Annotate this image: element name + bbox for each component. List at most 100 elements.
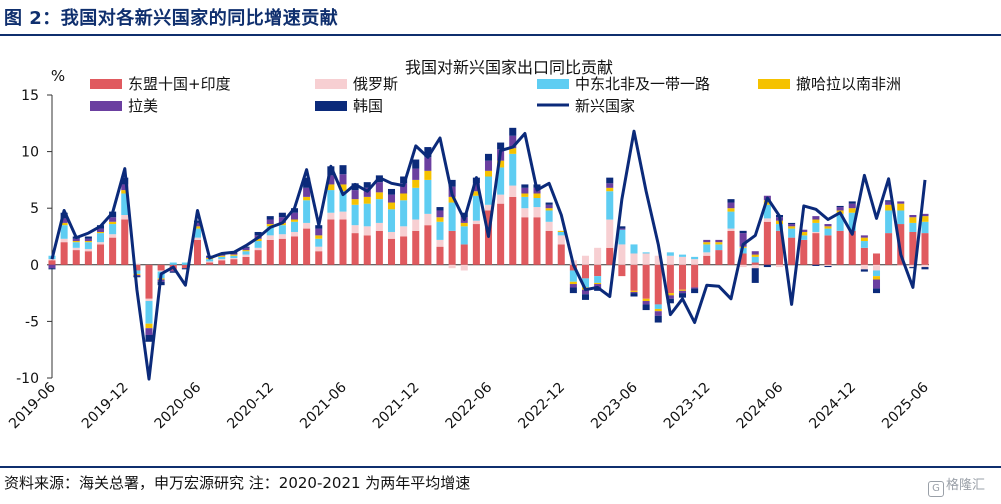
bar-segment-3 [327,190,335,213]
stacked-bar-chart: 我国对新兴国家出口同比贡献% -10 -5 0 5 10 15 2019-06 2019-12 2… [6,58,932,433]
legend-label: 韩国 [353,97,383,115]
bar-segment-1 [242,256,250,265]
chart-title: 我国对新兴国家出口同比贡献 [405,58,613,77]
bar-segment-3 [848,212,856,231]
title-rule [0,34,1001,36]
bar-segment-3 [812,222,820,232]
footer-rule [0,466,1001,468]
bar-segment-3 [763,204,771,219]
bar-segment-4 [848,208,856,213]
bar-segment-6 [836,205,844,208]
bar-segment-1 [594,264,602,277]
bar-segment-5 [703,239,711,243]
bar-segment-3 [921,221,929,234]
bar-segment-2 [521,208,529,218]
bar-segment-3 [290,221,299,232]
bar-segment-3 [775,224,784,231]
bar-segment-6 [266,216,274,220]
bar-segment-4 [715,242,723,245]
bar-segment-4 [666,293,674,296]
bar-segment-5 [72,238,80,242]
bar-segment-2 [509,185,517,197]
bar-segment-2 [630,253,638,265]
watermark: G 格隆汇 [928,474,985,497]
bar-segment-6 [521,184,529,188]
x-tick-label: 2023-12 [661,380,714,433]
bar-segment-4 [424,170,432,180]
bar-segment-1 [448,230,456,265]
bar-segment-2 [315,246,323,252]
bar-segment-5 [218,254,226,256]
bar-segment-5 [860,235,868,238]
x-tick-label: 2020-06 [152,379,205,432]
bar-segment-6 [387,188,396,195]
bar-segment-1 [60,242,68,265]
bar-segment-6 [788,222,796,225]
x-tick-label: 2024-06 [734,379,787,432]
bar-segment-2 [897,264,905,266]
bar-segment-6 [860,269,868,272]
bar-segment-1 [618,264,626,277]
bar-segment-6 [618,226,626,229]
bar-segment-3 [351,204,359,226]
bar-segment-1 [497,203,505,265]
bar-segment-4 [412,179,420,188]
bar-segment-3 [472,195,480,221]
bar-segment-1 [581,264,590,279]
bar-segment-5 [375,182,383,193]
bar-segment-5 [545,204,553,209]
bar-segment-3 [303,200,311,223]
bar-segment-2 [387,231,396,239]
bar-segment-2 [484,204,493,211]
bar-segment-1 [545,230,553,265]
line-series-emerging [50,129,927,381]
legend-label: 东盟十国+印度 [128,75,231,93]
bar-segment-1 [351,233,359,265]
bar-segment-3 [193,228,202,238]
bar-segment-6 [751,268,759,283]
bar-segment-4 [678,289,687,291]
bar-segment-4 [727,208,735,212]
bar-segment-2 [412,219,420,231]
bar-segment-1 [909,231,917,265]
bar-segment-3 [96,233,105,243]
bar-segment-1 [509,196,517,265]
bar-segment-1 [739,253,747,265]
bar-segment-6 [581,294,590,300]
bar-segment-3 [181,262,189,265]
bar-segment-1 [557,244,565,265]
bar-segment-3 [400,200,408,227]
bar-segment-1 [290,236,299,265]
bar-segment-4 [921,216,929,222]
bar-segment-6 [569,287,577,294]
bar-segment-2 [218,259,226,261]
bar-segment-6 [509,127,517,136]
bar-segment-4 [242,250,250,252]
bar-segment-2 [327,212,335,220]
bar-segment-3 [691,256,699,260]
bar-segment-5 [48,264,56,269]
bar-segment-4 [812,219,820,223]
bar-segment-5 [387,194,396,203]
bar-segment-1 [763,221,771,265]
bar-segment-1 [230,259,238,265]
bar-segment-6 [424,147,432,158]
bar-segment-2 [436,239,444,247]
bar-segment-6 [812,264,820,266]
bar-segment-3 [569,270,577,282]
bar-segment-2 [109,234,117,238]
bar-segment-2 [157,270,165,272]
bar-segment-2 [618,244,626,265]
bar-segment-3 [315,238,323,247]
bar-segment-6 [412,159,420,169]
bar-segment-2 [121,214,129,220]
bar-segment-4 [800,231,808,236]
bar-segment-5 [521,187,529,194]
bar-segment-2 [533,207,541,218]
bar-segment-4 [448,196,456,203]
bar-segment-5 [897,201,905,204]
bar-segment-6 [254,231,262,236]
bar-segment-3 [897,210,905,225]
bar-segment-5 [412,168,420,180]
bar-segment-4 [521,193,529,197]
